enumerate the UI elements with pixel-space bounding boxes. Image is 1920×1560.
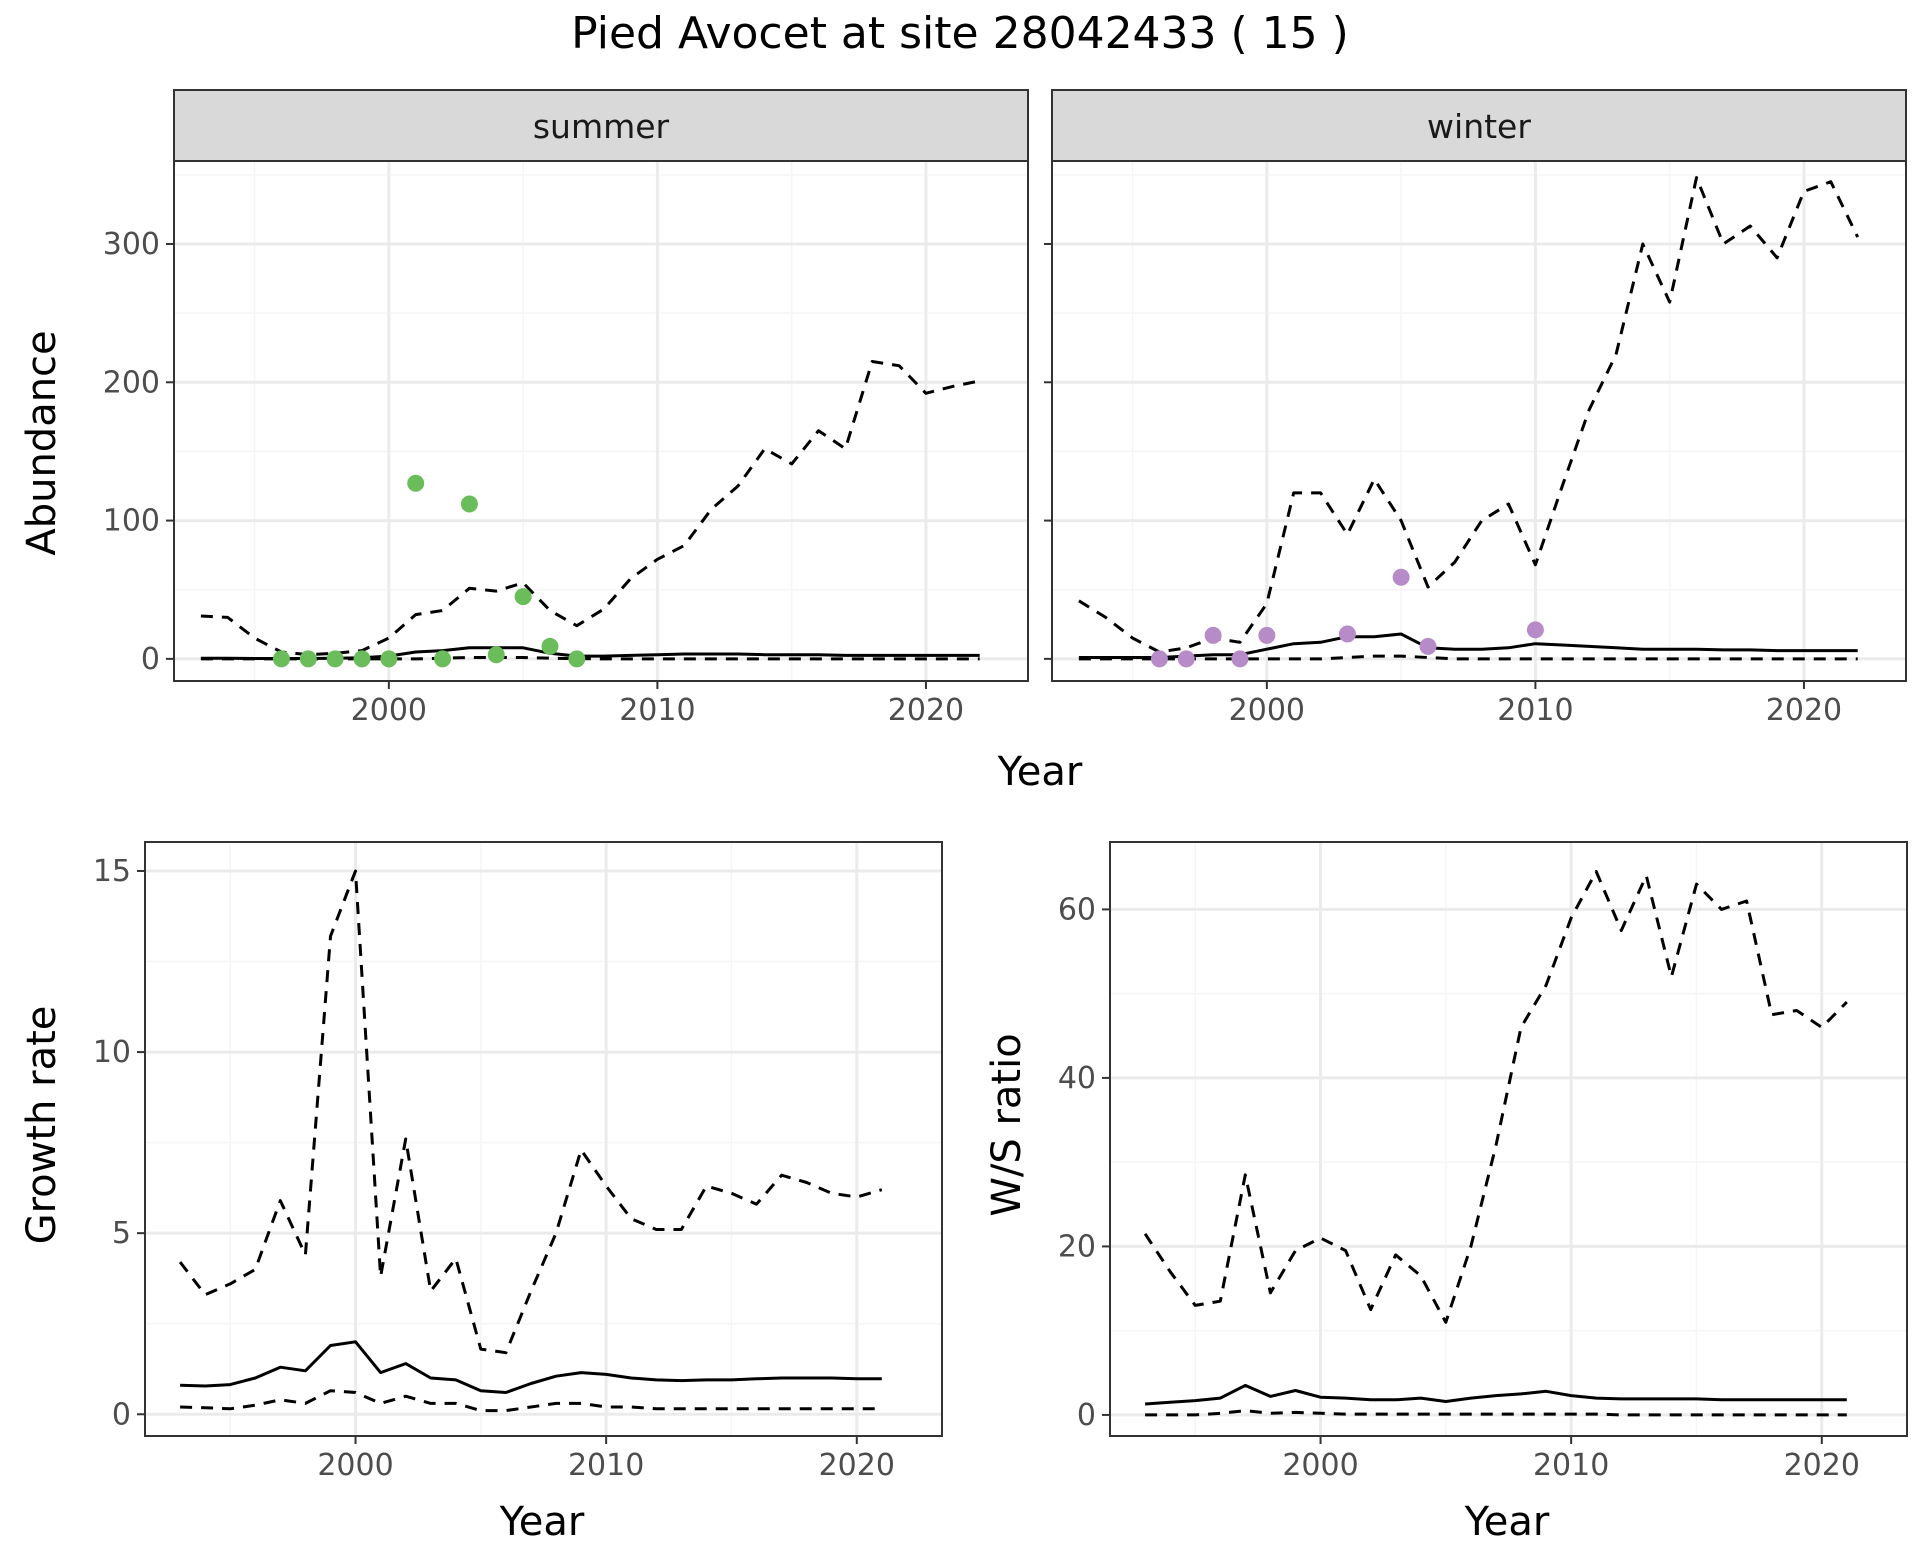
summer-y-tick-label: 300: [103, 227, 160, 262]
winter-observation-point: [1392, 568, 1410, 586]
winter-panel: winter 2000 2010 2020: [1044, 89, 1907, 728]
winter-observation-point: [1526, 621, 1544, 639]
summer-panel-border: [173, 160, 1029, 682]
ws_ratio-y-tick-label: 20: [1058, 1229, 1096, 1264]
winter-strip: [1051, 89, 1907, 162]
winter-observation-point: [1177, 650, 1195, 668]
summer-observation-point: [514, 588, 532, 606]
summer-observation-point: [487, 646, 505, 664]
growth-panel: 2000 2010 2020 0 5 10 15 Year Growth rate: [19, 841, 943, 1545]
summer-observation-point: [407, 474, 425, 492]
winter-series-lower-line: [1078, 654, 1858, 661]
ws-ratio-panel: 2000 2010 2020 0 20 40 60 Year W/S ratio: [984, 841, 1908, 1545]
summer-series-upper-line: [200, 360, 981, 657]
growth-x-tick-label: 2000: [317, 1448, 393, 1483]
summer-plot: 2000 2010 2020 0 100 200 300: [103, 160, 1029, 728]
growth-y-tick-label: 10: [93, 1035, 131, 1070]
growth-series-lower-line: [180, 1389, 882, 1413]
summer-plot-background: [174, 161, 1028, 681]
growth-series-mid-line: [180, 1340, 882, 1394]
summer-x-tick-label: 2010: [619, 693, 695, 728]
winter-x-tick-label: 2010: [1497, 693, 1573, 728]
winter-observation-point: [1231, 650, 1249, 668]
growth-y-tick-label: 15: [93, 854, 131, 889]
summer-observation-point: [434, 650, 452, 668]
summer-x-tick-label: 2000: [351, 693, 427, 728]
ws_ratio-series-mid-line: [1144, 1383, 1847, 1406]
growth-series-upper-line: [178, 869, 883, 1355]
growth-y-tick-label: 5: [112, 1216, 131, 1251]
winter-observation-point: [1338, 625, 1356, 643]
summer-y-tick-label: 100: [103, 504, 160, 539]
summer-observation-point: [460, 495, 478, 513]
summer-observation-point: [380, 650, 398, 668]
ws_ratio-x-tick-label: 2000: [1282, 1448, 1358, 1483]
growth-y-tick-label: 0: [112, 1397, 131, 1432]
winter-x-tick-label: 2020: [1766, 693, 1842, 728]
ws-ratio-plot: 2000 2010 2020 0 20 40 60: [1058, 841, 1908, 1483]
ws_ratio-plot-background: [1110, 842, 1907, 1436]
ws_ratio-x-tick-label: 2020: [1784, 1448, 1860, 1483]
winter-panel-border: [1051, 160, 1907, 682]
winter-observation-point: [1204, 626, 1222, 644]
winter-series-upper-line: [1078, 176, 1860, 654]
ws-y-axis-title: W/S ratio: [984, 1033, 1030, 1216]
winter-observation-point: [1419, 637, 1437, 655]
figure-title: Pied Avocet at site 28042433 ( 15 ): [571, 8, 1349, 59]
growth-plot-background: [145, 842, 942, 1436]
top-y-axis-title: Abundance: [19, 330, 65, 555]
winter-observation-point: [1150, 650, 1168, 668]
ws_ratio-x-tick-label: 2010: [1533, 1448, 1609, 1483]
top-x-axis-title: Year: [997, 749, 1083, 795]
growth-panel-border: [144, 841, 943, 1437]
summer-observation-point: [299, 650, 317, 668]
growth-plot: 2000 2010 2020 0 5 10 15: [93, 841, 943, 1483]
growth-x-tick-label: 2020: [819, 1448, 895, 1483]
winter-plot-background: [1052, 161, 1906, 681]
summer-y-tick-label: 200: [103, 365, 160, 400]
summer-series-lower-line: [200, 656, 980, 661]
summer-y-tick-label: 0: [141, 642, 160, 677]
winter-x-tick-label: 2000: [1229, 693, 1305, 728]
ws_ratio-panel-border: [1109, 841, 1908, 1437]
winter-plot: 2000 2010 2020: [1044, 160, 1907, 728]
ws-x-axis-title: Year: [1464, 1499, 1550, 1545]
summer-panel: summer 2000 2010 2020 0 100 200 300: [103, 89, 1029, 728]
summer-observation-point: [568, 650, 586, 668]
growth-x-axis-title: Year: [499, 1499, 585, 1545]
ws_ratio-y-tick-label: 60: [1058, 892, 1096, 927]
winter-observation-point: [1258, 626, 1276, 644]
summer-observation-point: [272, 650, 290, 668]
summer-observation-point: [326, 650, 344, 668]
growth-y-axis-title: Growth rate: [19, 1006, 65, 1245]
ws_ratio-y-tick-label: 0: [1077, 1398, 1096, 1433]
growth-x-tick-label: 2010: [568, 1448, 644, 1483]
winter-strip-label: winter: [1427, 107, 1531, 146]
ws_ratio-y-tick-label: 40: [1058, 1061, 1096, 1096]
summer-observation-point: [353, 650, 371, 668]
summer-strip: [173, 89, 1029, 162]
summer-observation-point: [541, 637, 559, 655]
winter-series-mid-line: [1078, 632, 1858, 659]
ws_ratio-series-upper-line: [1143, 870, 1848, 1324]
summer-x-tick-label: 2020: [888, 693, 964, 728]
summer-strip-label: summer: [533, 107, 670, 146]
